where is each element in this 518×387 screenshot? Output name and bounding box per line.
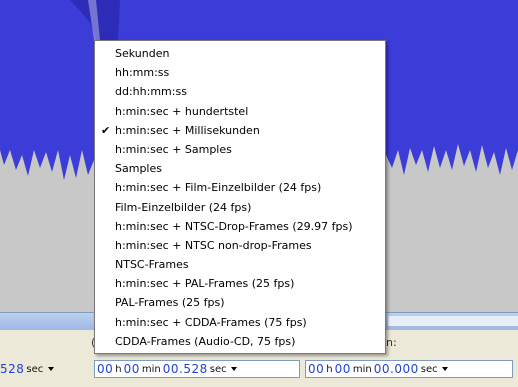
menu-item[interactable]: h:min:sec + Film-Einzelbilder (24 fps) [95,178,385,197]
selection-start-label: ( [91,336,95,349]
menu-item[interactable]: PAL-Frames (25 fps) [95,293,385,312]
menu-item[interactable]: h:min:sec + hundertstel [95,102,385,121]
menu-item-label: NTSC-Frames [115,258,189,272]
selection-end-label: n: [386,336,397,349]
chevron-down-icon[interactable] [230,363,239,375]
waveform-body [0,0,518,180]
end-minutes-unit: min [352,363,372,375]
menu-item-label: h:min:sec + PAL-Frames (25 fps) [115,277,295,291]
start-minutes: 00 [123,362,140,376]
menu-item-label: Samples [115,162,162,176]
end-seconds-unit: sec [420,363,438,375]
selection-start-field[interactable]: 00 h 00 min 00.528 sec [94,360,300,378]
menu-item[interactable]: h:min:sec + NTSC non-drop-Frames [95,236,385,255]
start-seconds: 00.528 [162,362,208,376]
menu-item-label: Film-Einzelbilder (24 fps) [115,200,252,214]
chevron-down-icon[interactable] [46,363,55,375]
menu-item-label: h:min:sec + NTSC-Drop-Frames (29.97 fps) [115,219,353,233]
menu-item-selected[interactable]: ✔ h:min:sec + Millisekunden [95,121,385,140]
menu-item[interactable]: NTSC-Frames [95,255,385,274]
time-format-menu-list: Sekunden hh:mm:ss dd:hh:mm:ss h:min:sec … [95,41,385,351]
menu-item-label: PAL-Frames (25 fps) [115,296,225,310]
audio-position-unit: sec [26,363,44,375]
menu-item[interactable]: h:min:sec + PAL-Frames (25 fps) [95,274,385,293]
menu-item[interactable]: h:min:sec + CDDA-Frames (75 fps) [95,313,385,332]
menu-item-label: h:min:sec + hundertstel [115,104,249,118]
start-minutes-unit: min [141,363,161,375]
start-hours-unit: h [115,363,122,375]
menu-item-label: h:min:sec + Film-Einzelbilder (24 fps) [115,181,322,195]
menu-item-label: hh:mm:ss [115,66,170,80]
selection-toolbar: ( n: 528 sec 00 h 00 min 00.528 sec 00 h… [0,330,518,387]
audio-position-digits: 528 [0,362,25,376]
end-hours: 00 [308,362,325,376]
check-icon: ✔ [101,123,111,137]
menu-item-label: Sekunden [115,47,170,60]
track-bottom-highlight [388,316,518,326]
menu-item[interactable]: h:min:sec + Samples [95,140,385,159]
audio-position-field[interactable]: 528 sec [0,360,90,378]
menu-item-label: CDDA-Frames (Audio-CD, 75 fps) [115,334,296,348]
time-format-menu: Sekunden hh:mm:ss dd:hh:mm:ss h:min:sec … [94,40,386,354]
menu-item-label: h:min:sec + Millisekunden [115,123,260,137]
menu-item-label: h:min:sec + Samples [115,142,232,156]
chevron-down-icon[interactable] [441,363,450,375]
end-seconds: 00.000 [373,362,419,376]
menu-item[interactable]: dd:hh:mm:ss [95,82,385,101]
menu-item[interactable]: Samples [95,159,385,178]
menu-item-label: h:min:sec + NTSC non-drop-Frames [115,238,312,252]
menu-item[interactable]: Sekunden [95,44,385,63]
menu-item[interactable]: Film-Einzelbilder (24 fps) [95,198,385,217]
menu-item[interactable]: h:min:sec + NTSC-Drop-Frames (29.97 fps) [95,217,385,236]
menu-item-label: h:min:sec + CDDA-Frames (75 fps) [115,315,307,329]
menu-item[interactable]: hh:mm:ss [95,63,385,82]
start-hours: 00 [97,362,114,376]
selection-end-field[interactable]: 00 h 00 min 00.000 sec [305,360,513,378]
start-seconds-unit: sec [209,363,227,375]
menu-item[interactable]: CDDA-Frames (Audio-CD, 75 fps) [95,332,385,351]
end-minutes: 00 [334,362,351,376]
end-hours-unit: h [326,363,333,375]
menu-item-label: dd:hh:mm:ss [115,85,187,99]
